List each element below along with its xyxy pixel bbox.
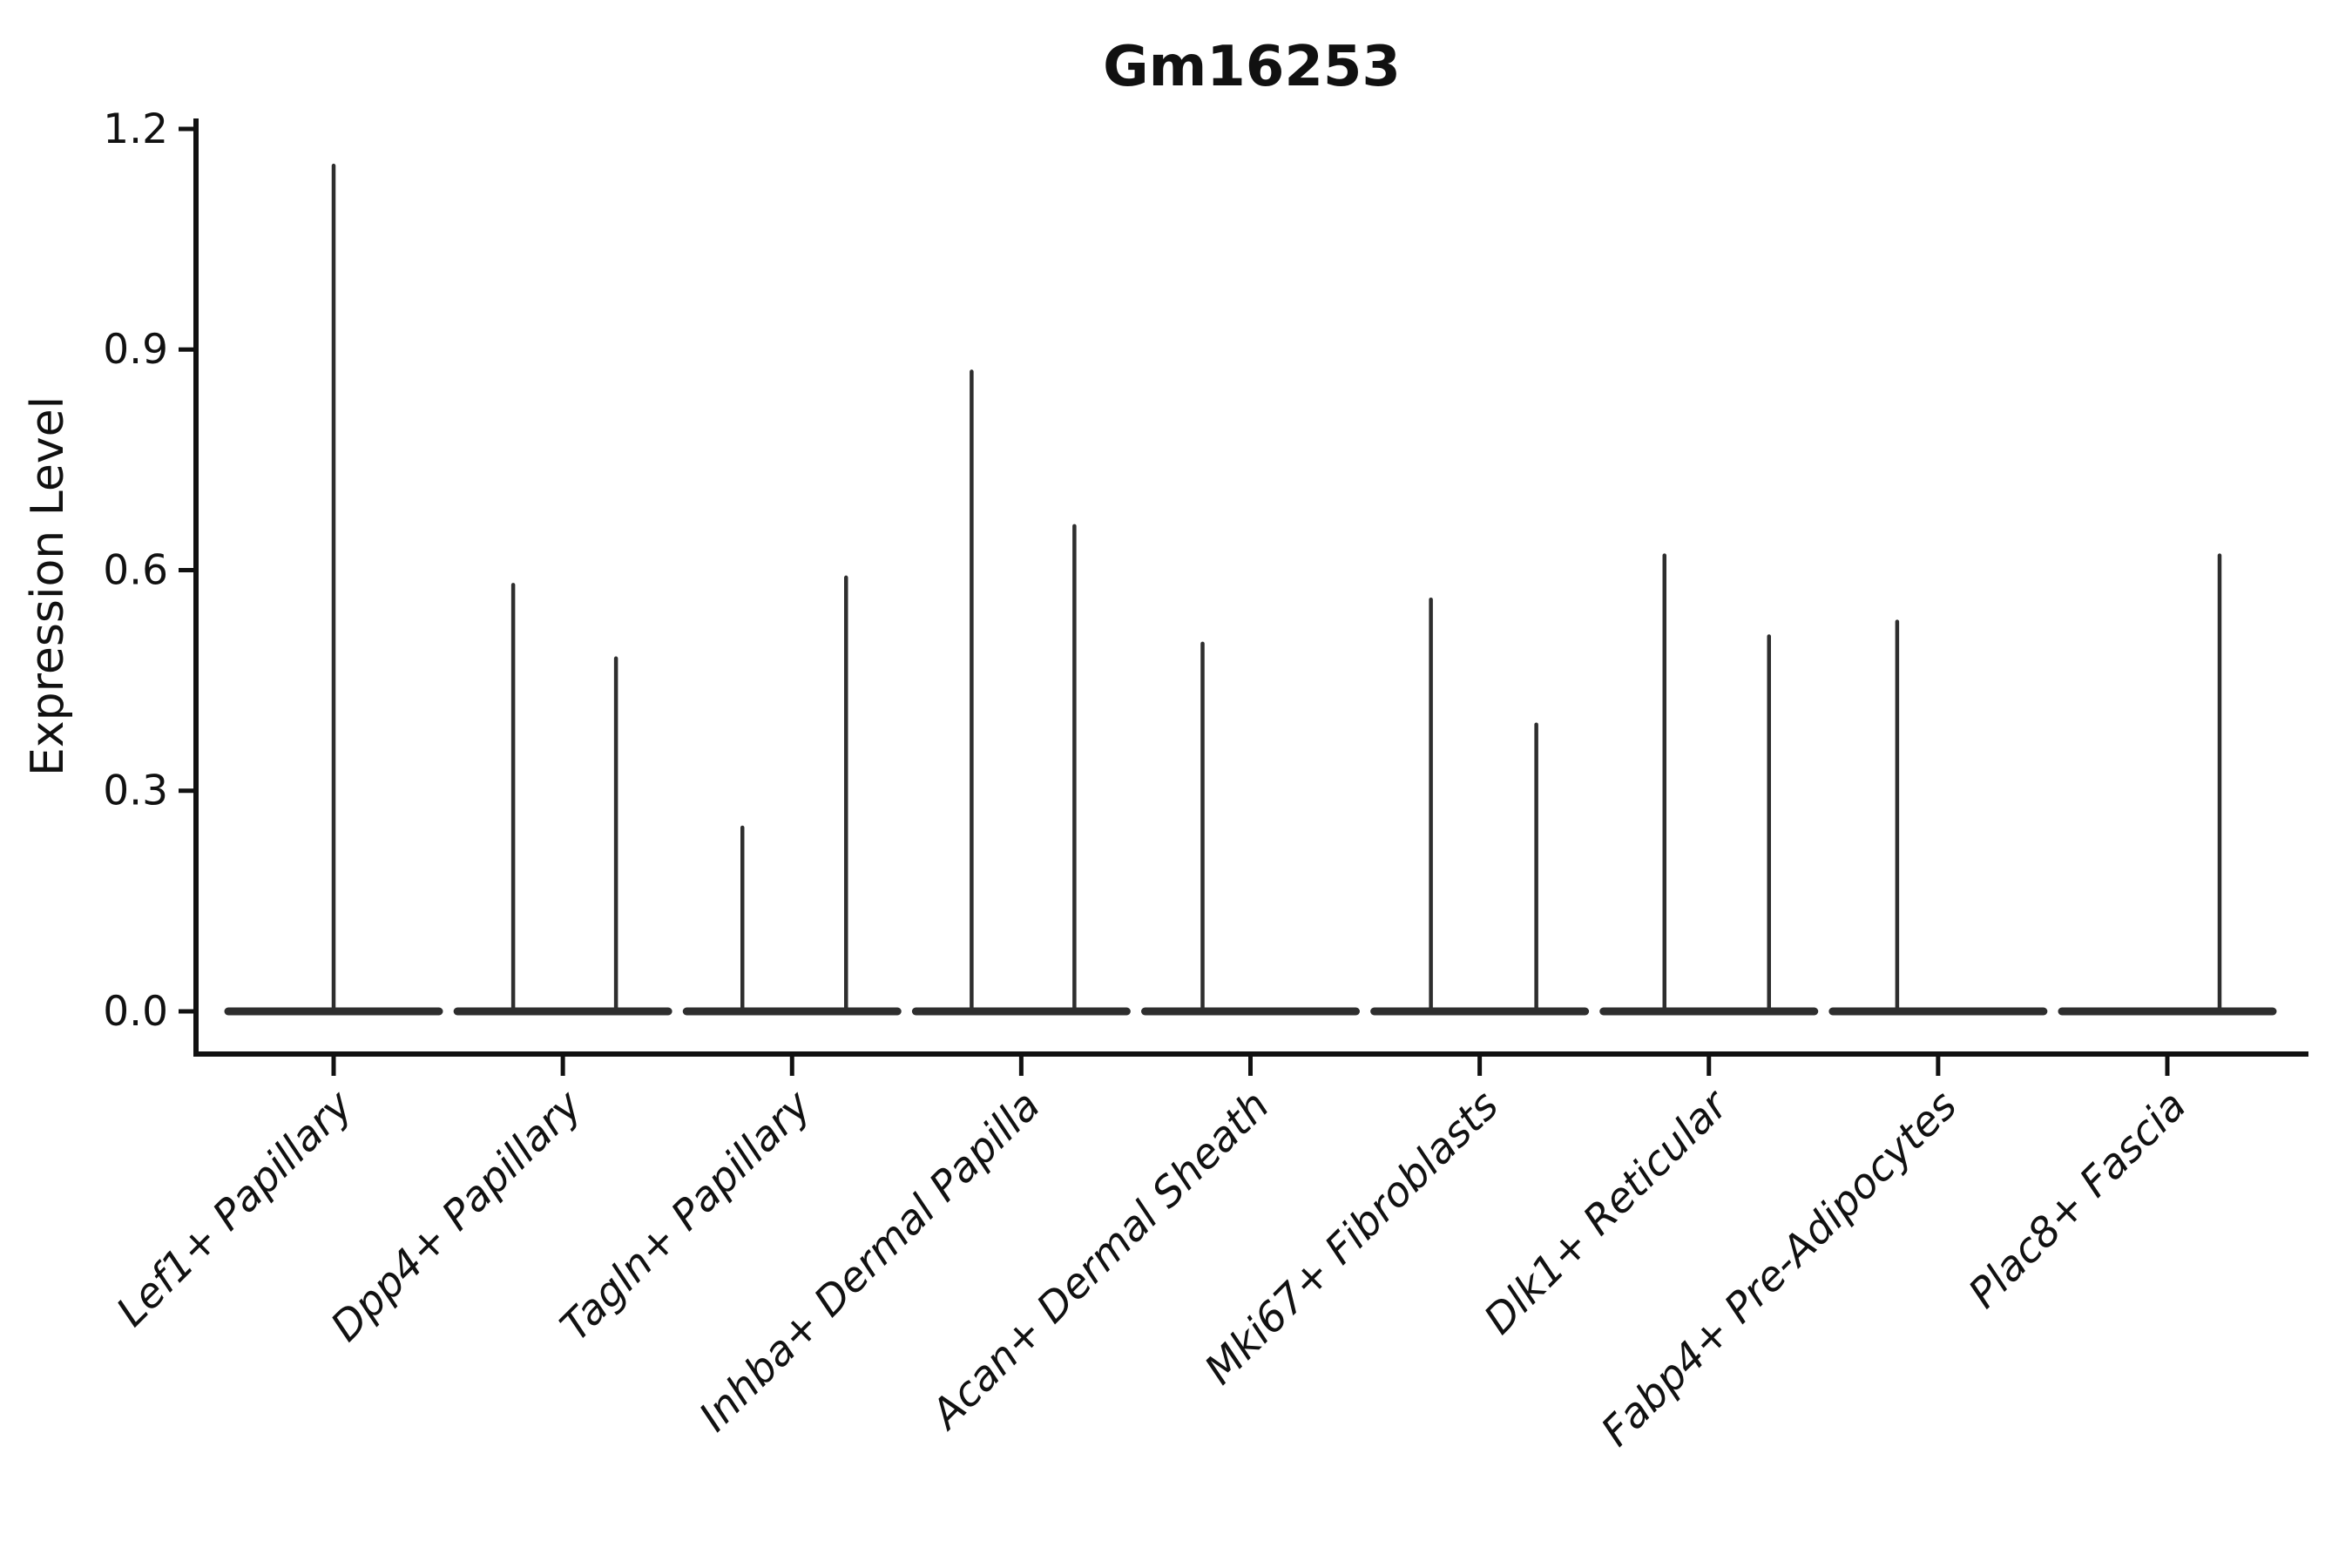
x-tick-label: Dpp4+ Papillary: [321, 1081, 591, 1351]
y-tick-label: 0.0: [103, 988, 168, 1036]
violins: [224, 163, 2277, 1016]
y-tick-label: 0.6: [103, 546, 168, 594]
x-tick-label: Plac8+ Fascia: [1959, 1082, 2195, 1318]
chart-title: Gm16253: [1103, 35, 1401, 99]
y-tick-label: 1.2: [103, 105, 168, 153]
y-tick-label: 0.9: [103, 326, 168, 374]
y-tick-label: 0.3: [103, 767, 168, 815]
y-tick-labels: 0.0 0.3 0.6 0.9 1.2: [103, 105, 168, 1036]
x-tick-label: Dlk1+ Reticular: [1475, 1080, 1739, 1344]
axes: [179, 118, 2308, 1076]
y-axis-label: Expression Level: [22, 396, 74, 776]
x-tick-label: Lef1+ Papillary: [107, 1081, 362, 1336]
x-tick-label: Tagln+ Papillary: [551, 1081, 821, 1351]
